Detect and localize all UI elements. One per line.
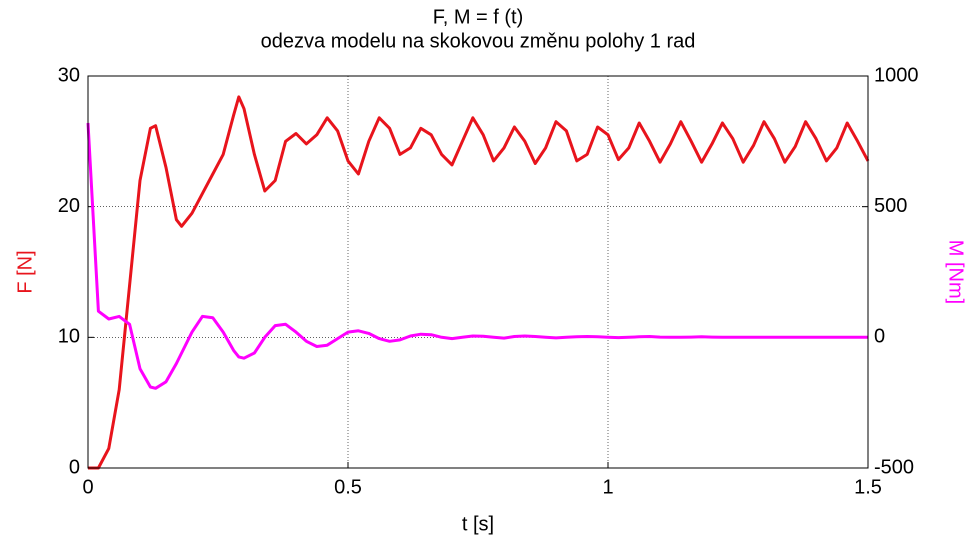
chart-subtitle: odezva modelu na skokovou změnu polohy 1… (261, 30, 696, 52)
y2-tick-label: 0 (874, 326, 885, 348)
y-tick-label: 10 (58, 326, 80, 348)
plot-area (88, 76, 868, 468)
x-tick-label: 1 (602, 476, 613, 498)
x-tick-label: 0 (82, 476, 93, 498)
x-axis-label: t [s] (462, 513, 494, 535)
data-line (88, 95, 870, 470)
y-tick-label: 30 (58, 64, 80, 86)
y2-axis-label: M [Nm] (945, 240, 967, 304)
x-tick-label: 1.5 (854, 476, 882, 498)
y2-tick-label: 500 (874, 195, 907, 217)
y-tick-label: 20 (58, 195, 80, 217)
data-line (86, 122, 868, 390)
y-tick-label: 0 (69, 456, 80, 478)
y2-tick-label: -500 (874, 456, 914, 478)
chart-title: F, M = f (t) (433, 6, 524, 28)
plot-frame (87, 75, 869, 469)
y2-tick-label: 1000 (874, 64, 919, 86)
x-tick-label: 0.5 (334, 476, 362, 498)
y-axis-label: F [N] (14, 250, 36, 293)
